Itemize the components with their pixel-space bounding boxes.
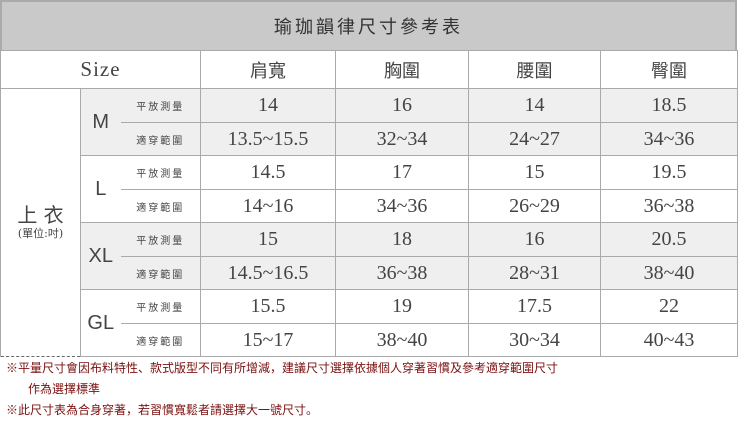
fit-value: 34~36 [335,189,469,223]
fit-label: 適穿範圍 [120,323,201,357]
header-chest: 胸圍 [335,50,469,89]
flat-value: 15 [200,222,336,257]
fit-value: 36~38 [600,189,738,223]
fit-value: 34~36 [600,122,738,156]
fit-value: 28~31 [468,256,601,290]
notes: ※平量尺寸會因布料特性、款式版型不同有所增減，建議尺寸選擇依據個人穿著習慣及參考… [6,358,558,421]
header-waist: 腰圍 [468,50,601,89]
size-row-flat: XL 平放測量 15 18 16 20.5 [1,222,738,290]
fit-label: 適穿範圍 [120,256,201,290]
fit-value: 40~43 [600,323,738,357]
note-2: ※此尺寸表為合身穿著，若習慣寬鬆者請選擇大一號尺寸。 [6,403,319,417]
flat-value: 16 [468,222,601,257]
size-label: L [80,155,121,223]
size-label: M [80,88,121,156]
size-row-fit: 適穿範圍 14.5~16.5 36~38 28~31 38~40 [1,256,738,290]
fit-value: 38~40 [335,323,469,357]
fit-label: 適穿範圍 [120,189,201,223]
flat-value: 15 [468,155,601,190]
flat-value: 19.5 [600,155,738,190]
flat-value: 14.5 [200,155,336,190]
size-row-flat: 上 衣 (單位:吋) M 平放測量 14 16 14 18.5 [0,88,738,357]
size-label: XL [80,222,121,290]
header-size: Size [0,50,201,89]
category-cell: 上 衣 (單位:吋) [0,88,81,357]
flat-value: 22 [600,289,738,324]
category-unit: (單位:吋) [17,227,64,241]
size-label: GL [80,289,121,357]
fit-value: 14.5~16.5 [200,256,336,290]
category-name: 上 衣 [17,203,64,228]
flat-value: 17.5 [468,289,601,324]
header-shoulder: 肩寬 [200,50,336,89]
flat-value: 17 [335,155,469,190]
fit-value: 14~16 [200,189,336,223]
size-row-flat: L 平放測量 14.5 17 15 19.5 [1,155,738,223]
size-table: Size 肩寬 胸圍 腰圍 臀圍 上 衣 (單位:吋) M 平放測量 14 16 14 18.… [0,50,738,357]
fit-value: 30~34 [468,323,601,357]
flat-value: 16 [335,88,469,123]
fit-value: 24~27 [468,122,601,156]
flat-value: 19 [335,289,469,324]
flat-value: 18.5 [600,88,738,123]
size-row-fit: 適穿範圍 13.5~15.5 32~34 24~27 34~36 [1,122,738,156]
header-hip: 臀圍 [600,50,738,89]
flat-value: 20.5 [600,222,738,257]
fit-value: 32~34 [335,122,469,156]
fit-value: 38~40 [600,256,738,290]
fit-value: 26~29 [468,189,601,223]
fit-value: 13.5~15.5 [200,122,336,156]
size-chart: 瑜珈韻律尺寸參考表 Size 肩寬 胸圍 腰圍 臀圍 上 衣 (單位:吋) M 平放測… [0,0,738,417]
flat-label: 平放測量 [120,222,201,257]
flat-label: 平放測量 [120,289,201,324]
fit-label: 適穿範圍 [120,122,201,156]
size-row-flat: GL 平放測量 15.5 19 17.5 22 [1,289,738,357]
flat-label: 平放測量 [120,88,201,123]
flat-value: 14 [468,88,601,123]
fit-value: 15~17 [200,323,336,357]
flat-value: 14 [200,88,336,123]
flat-label: 平放測量 [120,155,201,190]
flat-value: 15.5 [200,289,336,324]
chart-title: 瑜珈韻律尺寸參考表 [0,0,737,50]
note-1-cont: 作為選擇標準 [28,382,101,396]
header-row: Size 肩寬 胸圍 腰圍 臀圍 [0,50,738,89]
size-row-fit: 適穿範圍 14~16 34~36 26~29 36~38 [1,189,738,223]
flat-value: 18 [335,222,469,257]
fit-value: 36~38 [335,256,469,290]
size-row-fit: 適穿範圍 15~17 38~40 30~34 40~43 [1,323,738,357]
note-1: ※平量尺寸會因布料特性、款式版型不同有所增減，建議尺寸選擇依據個人穿著習慣及參考… [6,361,559,375]
